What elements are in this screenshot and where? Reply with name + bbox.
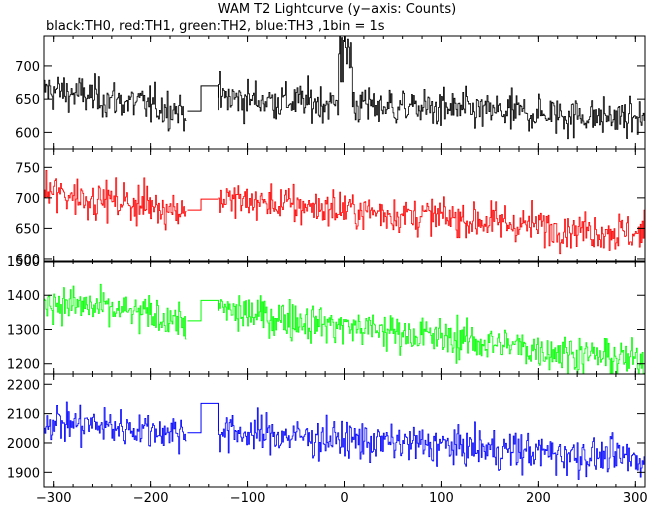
x-tick-label: −300 (36, 491, 72, 505)
x-tick-label: 200 (526, 491, 551, 505)
series-line-post (218, 407, 645, 480)
y-tick-label: 700 (15, 192, 40, 207)
series-line-pre (44, 283, 187, 340)
y-tick-label: 1500 (7, 255, 40, 270)
panels: 600 650 700 600 650 700 750 1200 1300 1400 1500 190… (7, 35, 648, 505)
chart-subtitle: black:TH0, red:TH1, green:TH2, blue:TH3 … (46, 19, 385, 34)
series-line-post (218, 36, 645, 140)
y-tick-label: 1400 (7, 289, 40, 304)
series-line-pre (44, 170, 187, 231)
x-tick-label: −200 (133, 491, 169, 505)
y-tick-label: 650 (15, 93, 40, 108)
gap-step (187, 402, 219, 434)
panel-th2: 1200 1300 1400 1500 (7, 255, 646, 375)
panel-th3: 1900 2000 2100 2200 (7, 373, 646, 488)
gap-step (187, 299, 219, 322)
series-line-pre (44, 401, 187, 455)
x-tick-label: 100 (429, 491, 454, 505)
x-axis-labels: −300 −200 −100 0 100 200 300 (36, 491, 648, 505)
y-tick-label: 1900 (7, 466, 40, 481)
chart-title: WAM T2 Lightcurve (y−axis: Counts) (218, 2, 456, 17)
gap-step (187, 85, 219, 112)
y-tick-label: 2100 (7, 408, 40, 423)
y-tick-label: 700 (15, 60, 40, 75)
series-line-post (218, 295, 645, 374)
y-tick-label: 2200 (7, 378, 40, 393)
y-tick-label: 1300 (7, 323, 40, 338)
y-tick-label: 600 (15, 126, 40, 141)
y-tick-label: 2000 (7, 437, 40, 452)
panel-th0: 600 650 700 (15, 35, 646, 150)
series-line-pre (44, 73, 187, 132)
y-tick-label: 750 (15, 161, 40, 176)
y-tick-label: 600 (15, 253, 40, 268)
gap-step (187, 198, 219, 211)
x-tick-label: −100 (230, 491, 266, 505)
panel-th1: 600 650 700 750 (15, 148, 646, 268)
series-line-post (218, 183, 645, 255)
x-tick-label: 0 (340, 491, 348, 505)
x-tick-label: 300 (623, 491, 648, 505)
panel-frame (43, 35, 646, 150)
y-tick-label: 650 (15, 222, 40, 237)
y-tick-label: 1200 (7, 358, 40, 373)
